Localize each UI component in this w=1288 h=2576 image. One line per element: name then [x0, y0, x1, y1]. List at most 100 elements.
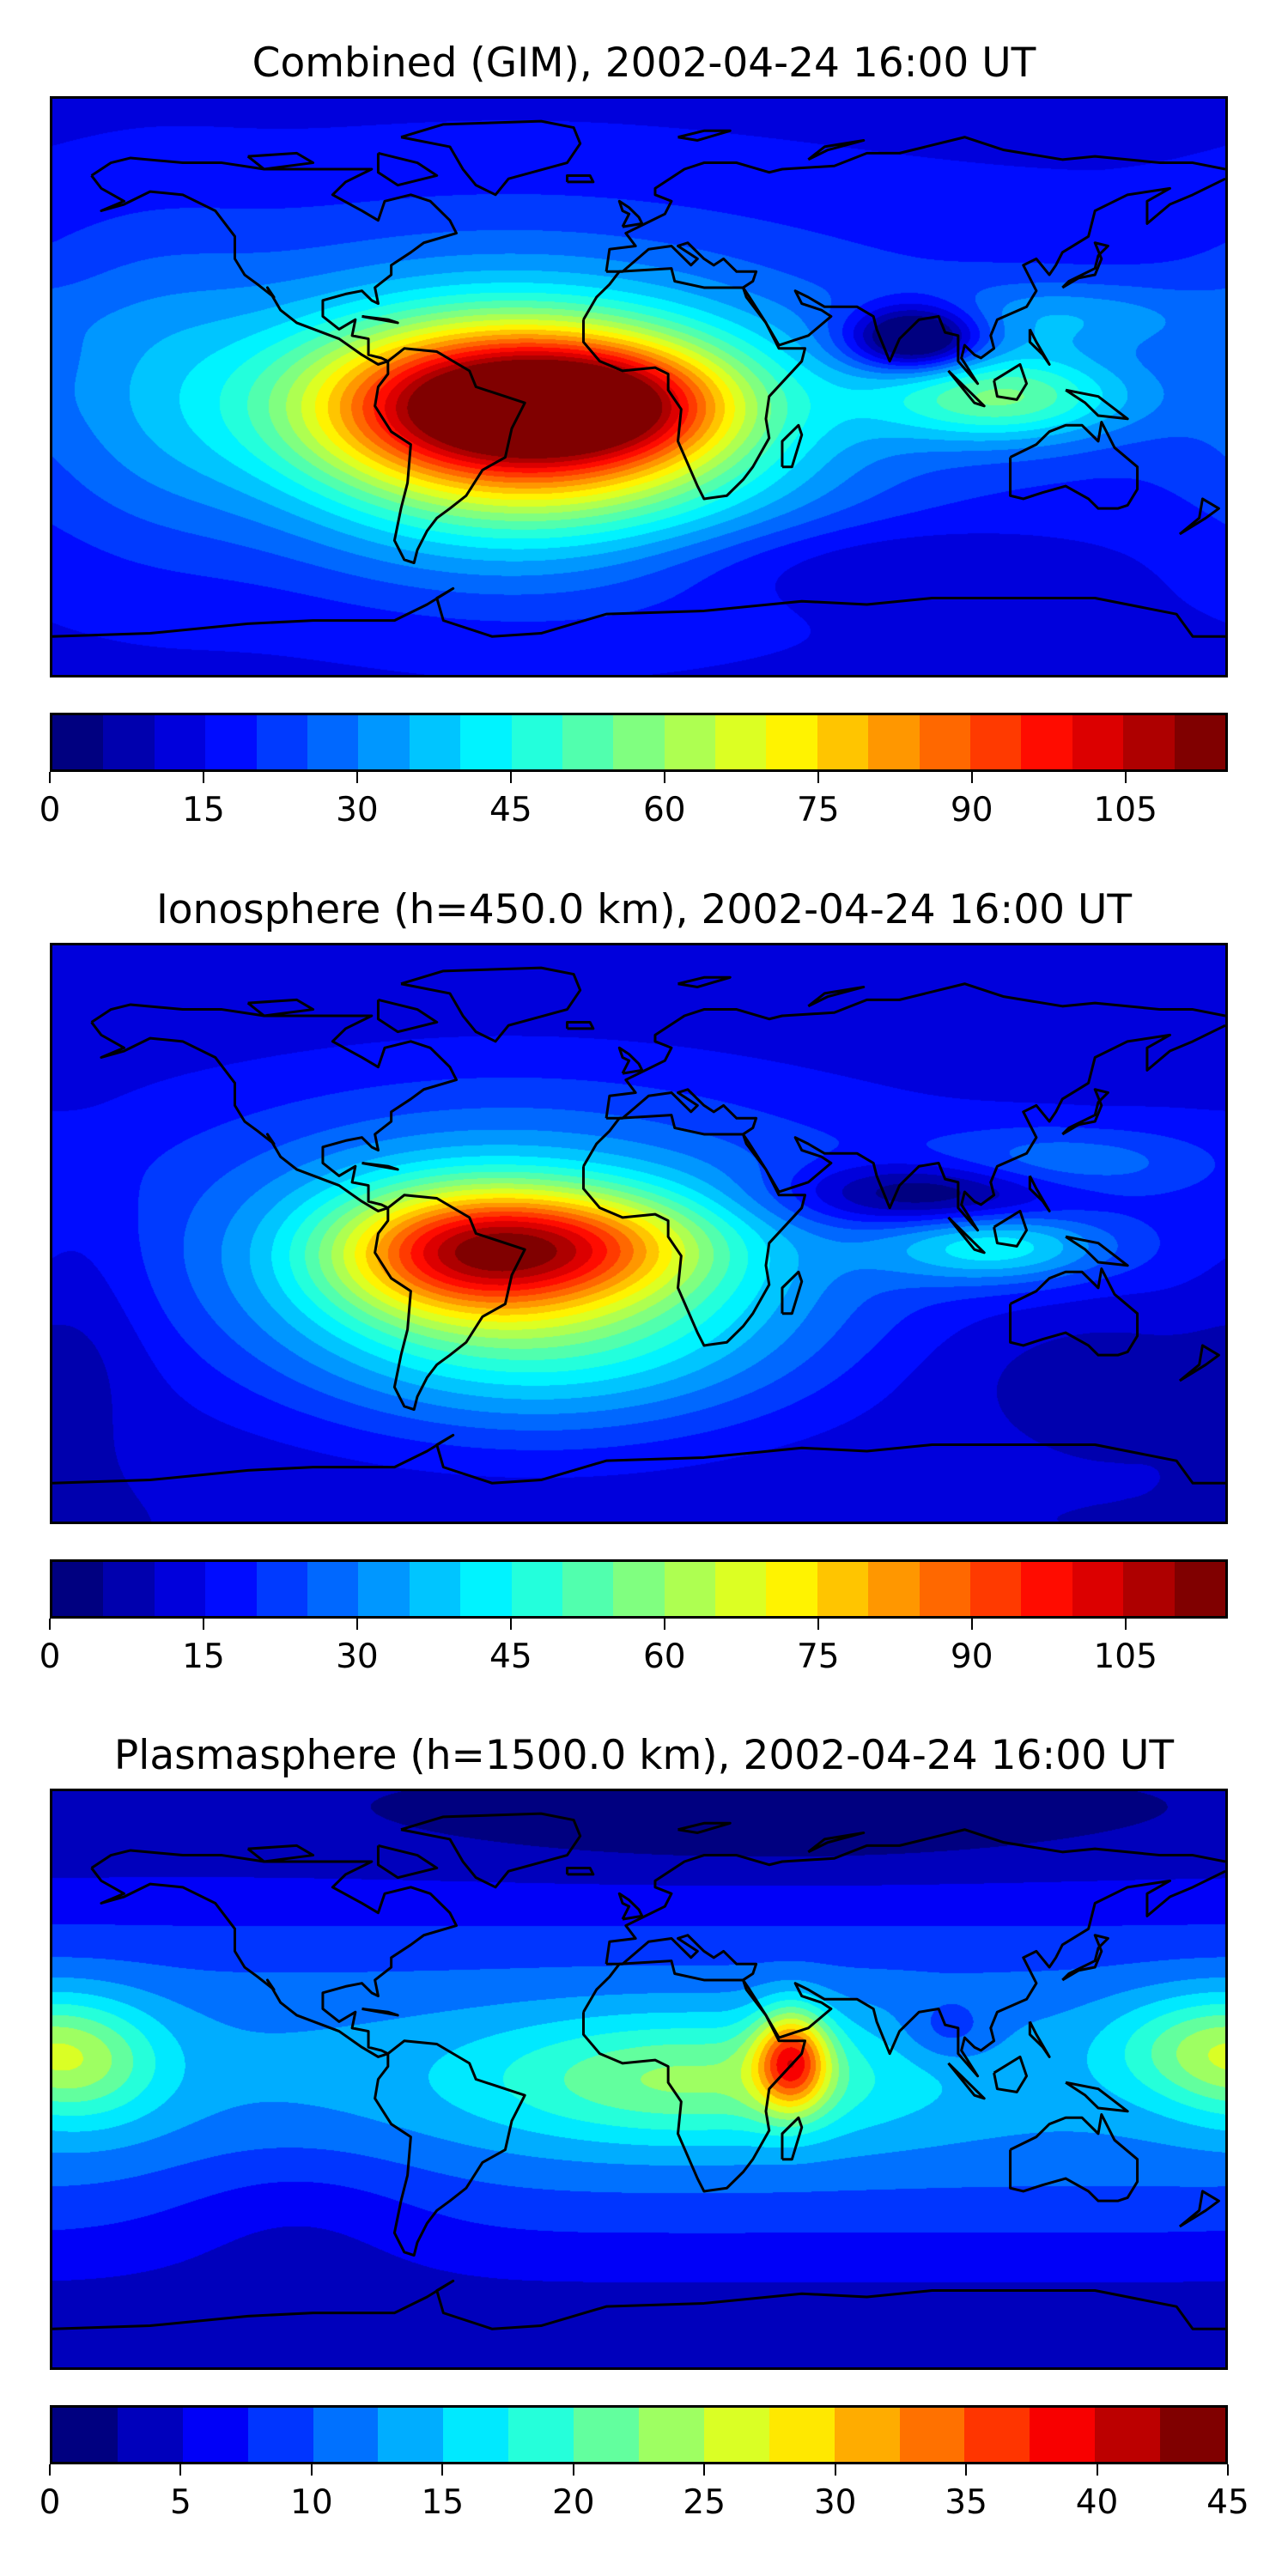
- colorbar-segment: [52, 715, 104, 769]
- colorbar-segment: [154, 1562, 206, 1616]
- colorbar-tick-label: 75: [796, 1637, 840, 1676]
- contour-field: [52, 1791, 1225, 2367]
- contour-field: [52, 99, 1225, 675]
- colorbar-segment: [766, 1562, 817, 1616]
- colorbar-tick-label: 105: [1093, 1637, 1157, 1676]
- colorbar-segment: [1174, 1562, 1225, 1616]
- coastline: [1011, 422, 1138, 509]
- colorbar-segment: [919, 715, 971, 769]
- coastline: [583, 1961, 805, 2191]
- colorbar-ticks: 0 15 30 45 60 75 90 105: [39, 1619, 1228, 1687]
- colorbar-segment: [703, 2408, 769, 2462]
- colorbar-tick-label: 45: [1206, 2483, 1249, 2522]
- colorbar-segment: [964, 2408, 1030, 2462]
- coastline: [606, 1830, 1225, 1965]
- colorbar-tick: [49, 772, 51, 783]
- colorbar-segment: [1160, 2408, 1226, 2462]
- colorbar-segment: [256, 715, 307, 769]
- coastline: [619, 1893, 642, 1919]
- colorbar-tick: [1124, 1619, 1127, 1630]
- colorbar-segment: [256, 1562, 307, 1616]
- coastline: [248, 1845, 313, 1862]
- coastline: [375, 1195, 526, 1410]
- panel-plasmasphere: Plasmasphere (h=1500.0 km), 2002-04-24 1…: [0, 1732, 1288, 2561]
- colorbar-segment: [247, 2408, 313, 2462]
- colorbar-segment: [205, 715, 257, 769]
- colorbar-tick-label: 75: [796, 791, 840, 829]
- colorbar-tick: [49, 1619, 51, 1630]
- coastline: [994, 1211, 1027, 1246]
- colorbar-segment: [868, 1562, 920, 1616]
- colorbar-segment: [1021, 715, 1072, 769]
- colorbar-tick: [441, 2464, 444, 2476]
- coastline: [1011, 2115, 1138, 2202]
- colorbar-tick: [1124, 772, 1127, 783]
- colorbar-segment: [868, 715, 920, 769]
- colorbar-tick: [970, 1619, 973, 1630]
- coastline: [248, 153, 313, 169]
- colorbar-segment: [508, 2408, 574, 2462]
- colorbar-segment: [639, 2408, 704, 2462]
- colorbar-segment: [511, 715, 562, 769]
- coastline: [1030, 1176, 1049, 1211]
- colorbar-segment: [117, 2408, 183, 2462]
- coastline: [619, 1048, 642, 1073]
- colorbar-segment: [511, 1562, 562, 1616]
- colorbar-segment: [1021, 1562, 1072, 1616]
- coastline: [948, 371, 984, 406]
- coastline: [1180, 1346, 1219, 1381]
- colorbar-segment: [769, 2408, 835, 2462]
- coastline: [52, 2281, 1225, 2329]
- colorbar-segment: [817, 715, 869, 769]
- tec-map: [50, 943, 1228, 1524]
- coastline: [52, 1435, 1225, 1483]
- colorbar-tick: [663, 772, 665, 783]
- colorbar-segment: [1095, 2408, 1161, 2462]
- colorbar-segment: [307, 1562, 359, 1616]
- colorbar-segment: [154, 715, 206, 769]
- colorbar-segment: [613, 1562, 665, 1616]
- coastline: [606, 984, 1225, 1119]
- colorbar-tick: [509, 772, 512, 783]
- coastline: [361, 2008, 398, 2014]
- colorbar-tick-label: 0: [39, 2483, 61, 2522]
- coastline: [606, 137, 1225, 272]
- colorbar-segment: [409, 1562, 461, 1616]
- colorbar-tick: [663, 1619, 665, 1630]
- colorbar-tick: [703, 2464, 706, 2476]
- colorbar-segment: [970, 715, 1022, 769]
- panel-combined: Combined (GIM), 2002-04-24 16:00 UT 0 15 3…: [0, 39, 1288, 869]
- colorbar-tick-label: 45: [489, 1637, 532, 1676]
- coastline: [361, 316, 398, 322]
- colorbar-ticks: 0 15 30 45 60 75 90 105: [39, 772, 1228, 841]
- colorbar-segment: [970, 1562, 1022, 1616]
- colorbar-segment: [1174, 715, 1225, 769]
- colorbar-tick: [202, 772, 204, 783]
- coastline: [1030, 2021, 1049, 2057]
- colorbar-tick-label: 40: [1075, 2483, 1119, 2522]
- coastline: [375, 2041, 526, 2256]
- coastline: [375, 349, 526, 563]
- colorbar-segment: [358, 715, 410, 769]
- coastline: [1062, 243, 1108, 288]
- colorbar-tick-label: 15: [182, 1637, 225, 1676]
- colorbar-segment: [205, 1562, 257, 1616]
- colorbar-tick: [179, 2464, 182, 2476]
- colorbar-tick-label: 90: [950, 1637, 993, 1676]
- colorbar-segment: [817, 1562, 869, 1616]
- colorbar-segment: [562, 715, 614, 769]
- colorbar-tick-label: 90: [950, 791, 993, 829]
- coastline: [619, 201, 642, 227]
- colorbar-segment: [834, 2408, 900, 2462]
- coastline: [1180, 2191, 1219, 2227]
- colorbar-tick: [355, 1619, 358, 1630]
- colorbar-segment: [460, 715, 512, 769]
- colorbar-tick-label: 5: [170, 2483, 191, 2522]
- coastline: [361, 1163, 398, 1169]
- coastline: [92, 1005, 457, 1211]
- coastline: [1066, 390, 1127, 419]
- coastline: [1011, 1269, 1138, 1356]
- coastline: [401, 121, 580, 195]
- colorbar-segment: [562, 1562, 614, 1616]
- colorbar-tick: [817, 1619, 819, 1630]
